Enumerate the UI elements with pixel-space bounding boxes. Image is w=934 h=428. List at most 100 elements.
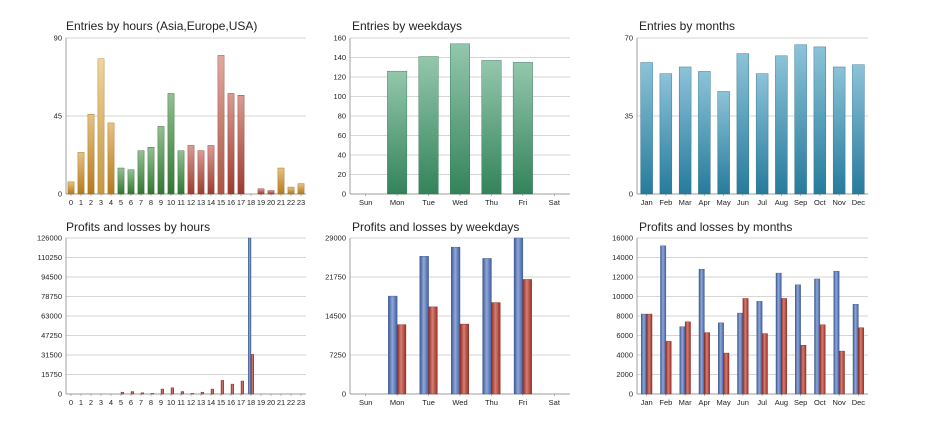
bar [87, 114, 95, 195]
y-tick-label: 0 [342, 390, 346, 399]
bar [858, 327, 864, 395]
bar [387, 70, 408, 195]
x-tick-label: 13 [197, 198, 205, 207]
bar [852, 304, 859, 395]
bar [698, 71, 711, 195]
bar [813, 46, 827, 195]
y-tick-label: 15750 [41, 370, 62, 379]
x-tick-label: 0 [69, 198, 73, 207]
bar [217, 55, 225, 195]
bar [684, 321, 691, 395]
bar [800, 345, 807, 395]
x-tick-label: Oct [814, 198, 827, 207]
bar [718, 322, 724, 395]
chart-title: Entries by weekdays [352, 19, 463, 33]
y-tick-label: 100 [333, 92, 346, 101]
bar [97, 58, 105, 195]
y-tick-label: 0 [629, 190, 633, 199]
bar [640, 62, 653, 195]
bar [396, 324, 407, 395]
x-tick-label: Fri [518, 198, 527, 207]
x-tick-label: 16 [227, 198, 235, 207]
x-tick-label: 18 [247, 398, 255, 407]
bar [795, 284, 801, 395]
bar [150, 393, 154, 395]
bar [177, 150, 185, 195]
bar [187, 145, 195, 195]
x-tick-label: 15 [217, 198, 225, 207]
bar [838, 350, 845, 395]
x-tick-label: Nov [832, 398, 846, 407]
y-tick-label: 0 [58, 190, 62, 199]
chart-title: Profits and losses by weekdays [352, 220, 520, 234]
y-tick-label: 45 [54, 112, 62, 121]
x-tick-label: 9 [159, 198, 163, 207]
bar [200, 391, 204, 395]
y-tick-label: 7250 [329, 351, 346, 360]
x-tick-label: 8 [149, 198, 153, 207]
bar [659, 73, 673, 195]
y-tick-label: 6000 [616, 331, 633, 340]
x-tick-label: Mar [679, 198, 692, 207]
bar [240, 380, 244, 395]
x-tick-label: Tue [422, 198, 435, 207]
x-tick-label: 7 [139, 198, 143, 207]
bar [160, 388, 164, 395]
x-tick-label: Wed [452, 198, 467, 207]
bar [130, 391, 134, 395]
x-tick-label: 14 [207, 398, 215, 407]
x-tick-label: Sep [794, 198, 807, 207]
bar [833, 270, 840, 395]
x-tick-label: 22 [287, 398, 295, 407]
x-tick-label: Sep [794, 398, 807, 407]
x-tick-label: 14 [207, 198, 215, 207]
x-tick-label: 11 [177, 398, 185, 407]
y-tick-label: 80 [338, 112, 346, 121]
bar [137, 150, 145, 195]
x-tick-label: Fri [518, 398, 527, 407]
bar [77, 152, 85, 195]
bar [481, 60, 502, 195]
x-tick-label: 4 [109, 398, 113, 407]
y-tick-label: 10000 [612, 292, 633, 301]
bar [120, 391, 124, 395]
entries-by-hours-panel: Entries by hours (Asia,Europe,USA) 0 45 90… [0, 0, 310, 214]
bar [180, 391, 184, 395]
bar [660, 245, 667, 395]
bar [794, 44, 807, 195]
bar [237, 94, 245, 195]
y-tick-label: 12000 [612, 273, 633, 282]
x-tick-label: 19 [257, 398, 265, 407]
y-tick-label: 78750 [41, 292, 62, 301]
x-tick-label: 5 [119, 198, 123, 207]
y-tick-label: 70 [625, 34, 633, 43]
y-tick-label: 14000 [612, 253, 633, 262]
bar [250, 354, 254, 395]
y-tick-label: 2000 [616, 370, 633, 379]
x-tick-label: 6 [129, 198, 133, 207]
bar [522, 279, 532, 395]
x-tick-label: 3 [99, 398, 103, 407]
bar [117, 167, 125, 195]
x-tick-label: 18 [247, 198, 255, 207]
chart-title: Profits and losses by hours [66, 220, 211, 234]
bar [482, 258, 492, 395]
bar [67, 181, 75, 195]
bar [267, 190, 275, 195]
x-tick-label: 21 [277, 398, 285, 407]
x-tick-label: Dec [852, 398, 866, 407]
bar [210, 388, 214, 395]
bar [247, 237, 252, 395]
x-tick-label: Feb [659, 198, 672, 207]
y-tick-label: 0 [342, 190, 346, 199]
x-tick-label: Thu [485, 398, 498, 407]
bar [736, 53, 750, 195]
bar [287, 186, 295, 195]
y-tick-label: 29000 [325, 234, 346, 243]
x-tick-label: Thu [485, 198, 498, 207]
bar [127, 169, 135, 195]
bar [756, 301, 763, 395]
profits-by-months-chart: 0 2000 4000 6000 8000 10000 12000 14000 16000 Jan… [612, 234, 868, 407]
x-tick-label: 16 [227, 398, 235, 407]
x-tick-label: Dec [852, 198, 866, 207]
